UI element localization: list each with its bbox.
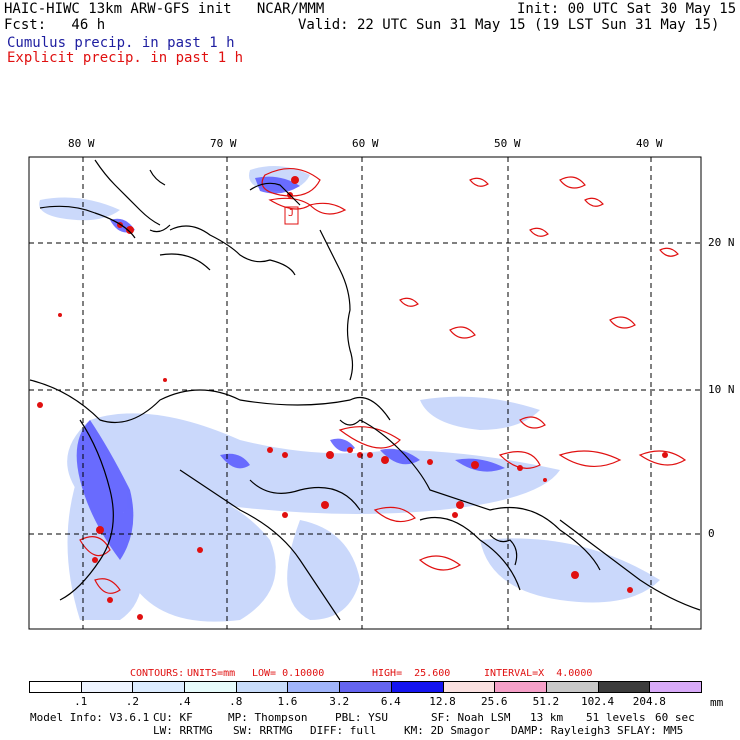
map-field xyxy=(29,159,701,622)
colorbar-swatch xyxy=(235,681,289,693)
colorbar-level-label: 51.2 xyxy=(532,695,560,708)
colorbar-swatch xyxy=(29,681,82,693)
colorbar-level-label: .8 xyxy=(229,695,243,708)
footer-item: DIFF: full xyxy=(310,724,377,737)
footer-item: SFLAY: MM5 xyxy=(617,724,684,737)
colorbar-level-label: 204.8 xyxy=(632,695,666,708)
lat-label-0: 0 xyxy=(708,527,715,540)
lon-label-60w: 60 W xyxy=(352,137,379,150)
footer-item: CU: KF xyxy=(153,711,193,724)
colorbar-swatch xyxy=(442,681,496,693)
contour-high: HIGH= 25.600 xyxy=(372,668,451,679)
footer-item: 13 km xyxy=(530,711,564,724)
explicit-contours xyxy=(79,168,687,594)
map-frame xyxy=(28,156,702,630)
colorbar-swatch xyxy=(287,681,341,693)
colorbar-level-label: 6.4 xyxy=(380,695,401,708)
valid-time: Valid: 22 UTC Sun 31 May 15 (19 LST Sun … xyxy=(298,17,720,33)
colorbar-swatch xyxy=(649,681,702,693)
contour-low: LOW= 0.10000 xyxy=(252,668,325,679)
legend-cumulus: Cumulus precip. in past 1 h xyxy=(7,35,235,51)
colorbar-level-label: 102.4 xyxy=(581,695,615,708)
colorbar-level-label: 1.6 xyxy=(277,695,298,708)
contour-interval: INTERVAL=X 4.0000 xyxy=(484,668,593,679)
footer-item: 51 levels xyxy=(586,711,646,724)
footer-item: SF: Noah LSM xyxy=(431,711,511,724)
lat-label-20n: 20 N xyxy=(708,236,735,249)
legend-explicit: Explicit precip. in past 1 h xyxy=(7,50,244,66)
explicit-cores xyxy=(37,176,668,620)
lat-lon-grid xyxy=(29,157,701,629)
footer-item: Model Info: V3.6.1 xyxy=(30,711,150,724)
colorbar-level-label: 12.8 xyxy=(429,695,456,708)
colorbar-level-label: 3.2 xyxy=(329,695,350,708)
colorbar-swatch xyxy=(494,681,547,693)
contour-label: CONTOURS: xyxy=(130,668,185,679)
colorbar-swatch xyxy=(597,681,651,693)
colorbar-swatch xyxy=(80,681,134,693)
colorbar-swatch xyxy=(132,681,186,693)
footer-item: MP: Thompson xyxy=(228,711,308,724)
lon-label-80w: 80 W xyxy=(68,137,95,150)
colorbar-level-label: .2 xyxy=(125,695,139,708)
footer-item: SW: RRTMG xyxy=(233,724,293,737)
colorbar-unit: mm xyxy=(710,696,724,709)
forecast-hour: Fcst: 46 h xyxy=(4,17,106,33)
init-time: Init: 00 UTC Sat 30 May 15 xyxy=(517,1,737,17)
lon-label-40w: 40 W xyxy=(636,137,663,150)
footer-item: DAMP: Rayleigh3 xyxy=(511,724,611,737)
footer-item: LW: RRTMG xyxy=(153,724,213,737)
lon-label-70w: 70 W xyxy=(210,137,237,150)
colorbar-level-label: .4 xyxy=(177,695,191,708)
colorbar-swatch xyxy=(545,681,599,693)
footer-item: PBL: YSU xyxy=(335,711,388,724)
colorbar-level-label: .1 xyxy=(74,695,88,708)
lon-label-50w: 50 W xyxy=(494,137,521,150)
footer-item: 60 sec xyxy=(655,711,695,724)
model-title: HAIC-HIWC 13km ARW-GFS init NCAR/MMM xyxy=(4,1,325,17)
lat-label-10n: 10 N xyxy=(708,383,735,396)
footer-item: KM: 2D Smagor xyxy=(404,724,491,737)
storm-label: J xyxy=(288,208,295,219)
contour-units: UNITS=mm xyxy=(187,668,236,679)
storm-box xyxy=(284,206,299,225)
colorbar-swatch xyxy=(390,681,444,693)
colorbar-swatch xyxy=(339,681,392,693)
colorbar-swatch xyxy=(184,681,237,693)
colorbar-level-label: 25.6 xyxy=(480,695,508,708)
